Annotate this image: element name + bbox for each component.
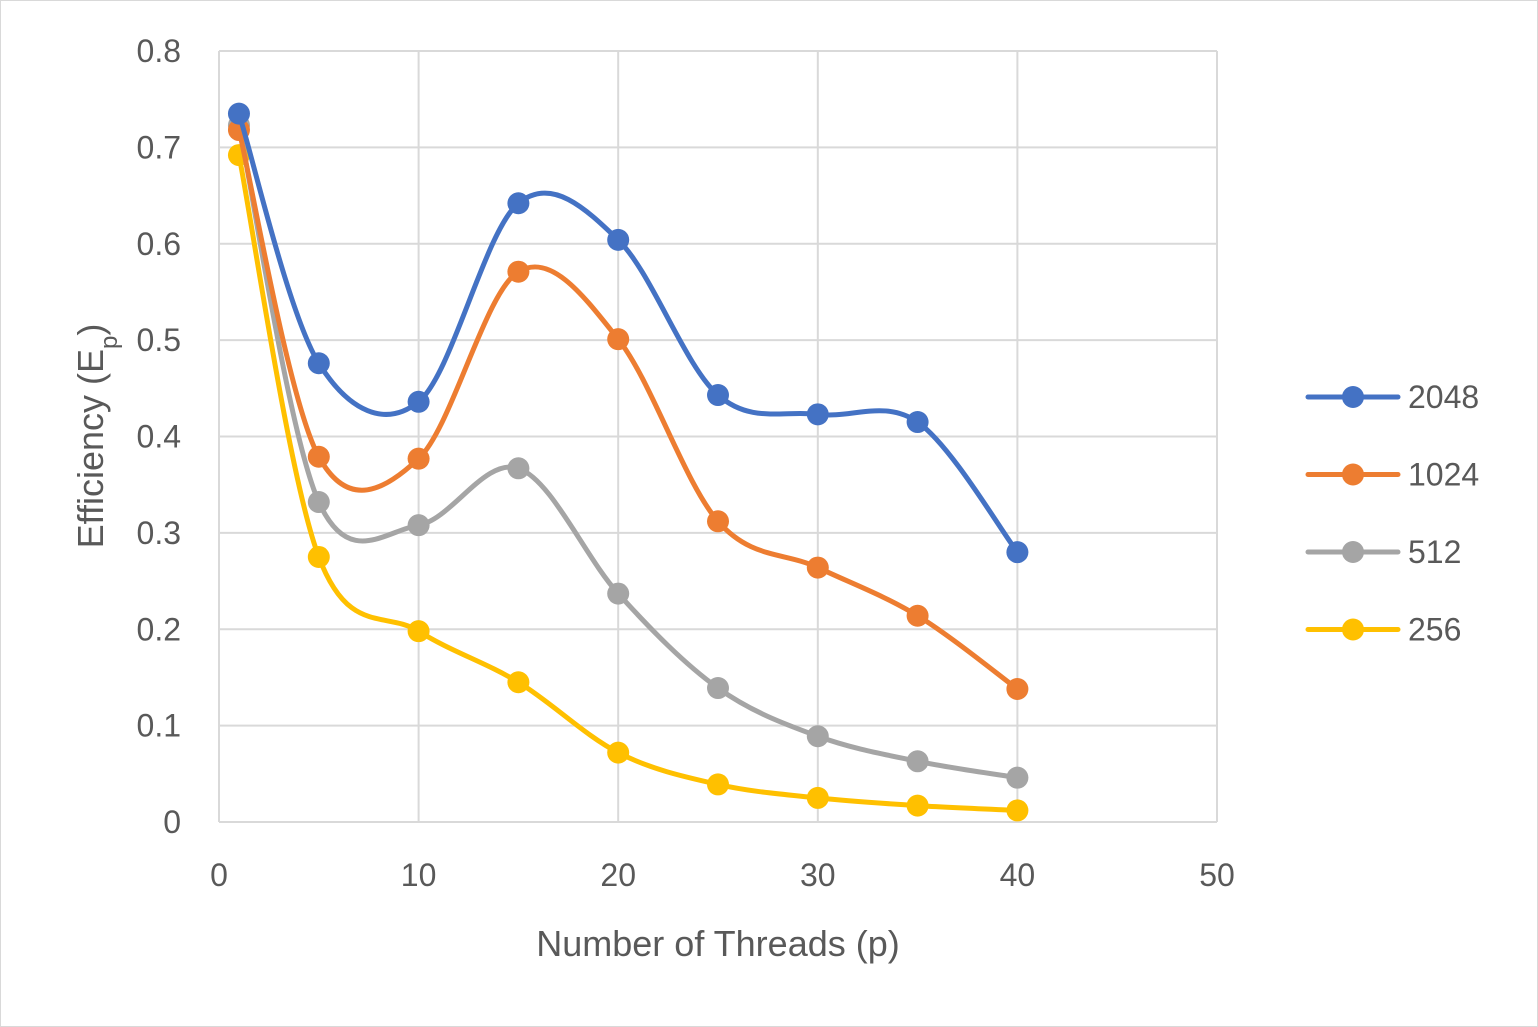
- x-tick-label: 0: [210, 857, 228, 893]
- legend-item-512: 512: [1305, 534, 1461, 570]
- data-point-512: [507, 457, 530, 480]
- data-point-1024: [1006, 678, 1029, 701]
- legend-marker: [1342, 463, 1364, 486]
- y-tick-label: 0.4: [137, 419, 181, 455]
- series-1024: [227, 119, 1029, 701]
- data-point-2048: [607, 228, 630, 251]
- data-point-256: [1006, 799, 1029, 822]
- data-point-512: [806, 725, 829, 748]
- legend-label: 512: [1408, 534, 1461, 570]
- data-point-512: [307, 491, 330, 514]
- x-tick-label: 40: [1000, 857, 1036, 893]
- data-point-512: [707, 677, 729, 700]
- x-tick-label: 50: [1199, 857, 1235, 893]
- y-tick-label: 0.8: [137, 33, 181, 69]
- y-axis-title: Efficiency (Ep): [70, 324, 123, 549]
- data-point-256: [607, 741, 630, 764]
- gridlines: [218, 50, 1218, 823]
- legend-label: 1024: [1408, 457, 1479, 493]
- data-point-2048: [1006, 541, 1029, 564]
- data-point-2048: [707, 384, 729, 407]
- x-tick-label: 20: [600, 857, 636, 893]
- y-axis-title-subscript: p: [96, 336, 123, 349]
- data-point-512: [407, 514, 430, 537]
- data-point-1024: [906, 604, 929, 627]
- data-point-256: [707, 773, 729, 796]
- data-point-1024: [806, 556, 829, 579]
- data-point-512: [1006, 766, 1029, 789]
- data-point-1024: [707, 510, 729, 533]
- data-point-1024: [607, 328, 630, 351]
- series-lines: [227, 102, 1029, 822]
- x-tick-label: 10: [401, 857, 437, 893]
- data-point-512: [607, 582, 630, 605]
- legend-item-256: 256: [1305, 612, 1461, 648]
- legend-marker: [1342, 386, 1364, 408]
- y-axis-title-main: Efficiency (E: [70, 349, 111, 548]
- legend-item-1024: 1024: [1305, 457, 1479, 493]
- series-2048: [227, 102, 1029, 564]
- data-point-256: [806, 786, 829, 809]
- legend-label: 2048: [1408, 379, 1479, 415]
- series-256: [227, 144, 1029, 822]
- data-point-2048: [407, 390, 430, 413]
- legend-marker: [1342, 618, 1364, 641]
- data-point-1024: [407, 447, 430, 470]
- data-point-2048: [507, 192, 530, 215]
- x-axis-title: Number of Threads (p): [536, 923, 899, 964]
- legend-item-2048: 2048: [1305, 379, 1479, 415]
- y-tick-label: 0: [163, 804, 181, 840]
- y-axis-title-close: ): [70, 324, 111, 336]
- data-point-256: [507, 671, 530, 694]
- series-line-2048: [236, 111, 1020, 555]
- data-point-512: [906, 750, 929, 773]
- y-tick-label: 0.6: [137, 226, 181, 262]
- data-point-2048: [806, 403, 829, 426]
- legend: 2048 1024 512 256: [1305, 379, 1479, 648]
- y-tick-labels: 0 0.1 0.2 0.3 0.4 0.5 0.6 0.7 0.8: [137, 33, 181, 840]
- data-point-1024: [507, 260, 530, 283]
- data-point-1024: [307, 445, 330, 468]
- data-point-256: [307, 545, 330, 568]
- x-tick-label: 30: [800, 857, 836, 893]
- y-tick-label: 0.1: [137, 708, 181, 744]
- data-point-256: [407, 620, 430, 643]
- series-line-256: [236, 152, 1020, 813]
- y-tick-label: 0.5: [137, 322, 181, 358]
- data-point-256: [906, 794, 929, 817]
- series-512: [227, 114, 1029, 789]
- data-point-2048: [307, 352, 330, 375]
- x-tick-labels: 0 10 20 30 40 50: [210, 857, 1235, 893]
- legend-marker: [1342, 541, 1364, 563]
- series-line-512: [236, 122, 1020, 781]
- y-tick-label: 0.3: [137, 515, 181, 551]
- data-point-2048: [906, 411, 929, 434]
- y-tick-label: 0.7: [137, 129, 181, 165]
- y-tick-label: 0.2: [137, 611, 181, 647]
- legend-label: 256: [1408, 612, 1461, 648]
- data-point-2048: [227, 102, 250, 125]
